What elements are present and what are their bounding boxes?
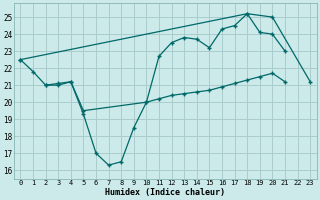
- X-axis label: Humidex (Indice chaleur): Humidex (Indice chaleur): [105, 188, 225, 197]
